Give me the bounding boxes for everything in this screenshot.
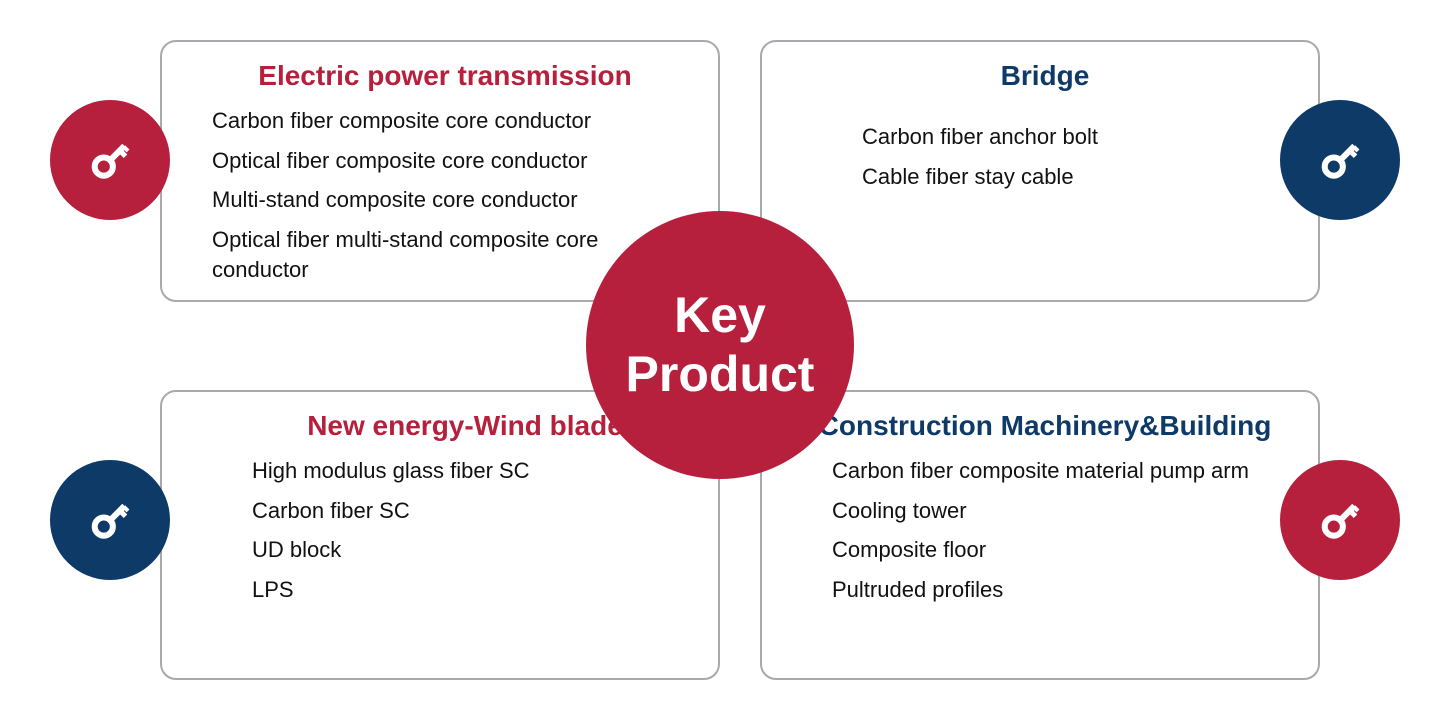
card-list: Carbon fiber anchor bolt Cable fiber stay… — [802, 122, 1288, 191]
list-item: UD block — [252, 535, 688, 565]
card-list: High modulus glass fiber SC Carbon fiber … — [202, 456, 688, 605]
list-item: LPS — [252, 575, 688, 605]
list-item: Carbon fiber composite core conductor — [212, 106, 688, 136]
card-title: Construction Machinery&Building — [802, 410, 1288, 442]
list-item: Composite floor — [832, 535, 1288, 565]
card-title: Bridge — [802, 60, 1288, 92]
list-item: Carbon fiber anchor bolt — [862, 122, 1288, 152]
key-icon — [50, 460, 170, 580]
list-item: Multi-stand composite core conductor — [212, 185, 688, 215]
card-list: Carbon fiber composite material pump arm… — [802, 456, 1288, 605]
list-item: Cooling tower — [832, 496, 1288, 526]
key-icon — [1280, 100, 1400, 220]
card-bridge: Bridge Carbon fiber anchor bolt Cable fib… — [760, 40, 1320, 302]
card-title: Electric power transmission — [202, 60, 688, 92]
card-construction: Construction Machinery&Building Carbon f… — [760, 390, 1320, 680]
list-item: Optical fiber composite core conductor — [212, 146, 688, 176]
center-hub: Key Product — [586, 211, 854, 479]
list-item: Pultruded profiles — [832, 575, 1288, 605]
list-item: Cable fiber stay cable — [862, 162, 1288, 192]
list-item: Carbon fiber SC — [252, 496, 688, 526]
key-icon — [50, 100, 170, 220]
list-item: Carbon fiber composite material pump arm — [832, 456, 1288, 486]
list-item: High modulus glass fiber SC — [252, 456, 688, 486]
key-icon — [1280, 460, 1400, 580]
center-line1: Key — [674, 286, 766, 345]
center-line2: Product — [626, 345, 815, 404]
card-list: Carbon fiber composite core conductor Opt… — [202, 106, 688, 284]
